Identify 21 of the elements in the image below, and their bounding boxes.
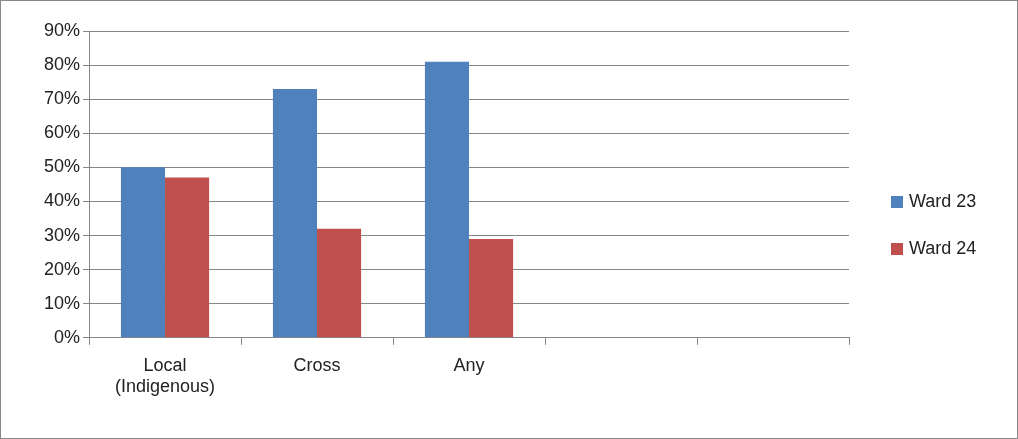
y-tick-label: 10% (44, 292, 81, 313)
y-tick-label: 70% (44, 88, 81, 109)
y-tick-label: 30% (44, 224, 81, 245)
y-tick-label: 60% (44, 122, 81, 143)
legend-label: Ward 23 (909, 191, 977, 212)
bar (120, 167, 166, 338)
legend-label: Ward 24 (909, 238, 977, 259)
bar (272, 88, 318, 338)
y-tick-label: 40% (44, 190, 81, 211)
y-tick-label: 20% (44, 258, 81, 279)
bar (317, 228, 362, 338)
bar (469, 238, 514, 338)
y-tick-label: 80% (44, 54, 81, 75)
bar (424, 61, 470, 338)
y-tick-label: 50% (44, 156, 81, 177)
bar (165, 177, 210, 338)
y-tick-label: 0% (54, 326, 81, 347)
y-tick-label: 90% (44, 19, 81, 40)
x-tick-label: Any (453, 354, 485, 375)
x-tick-label: Local (Indigenous) (114, 354, 216, 397)
x-tick-label: Cross (293, 354, 341, 375)
